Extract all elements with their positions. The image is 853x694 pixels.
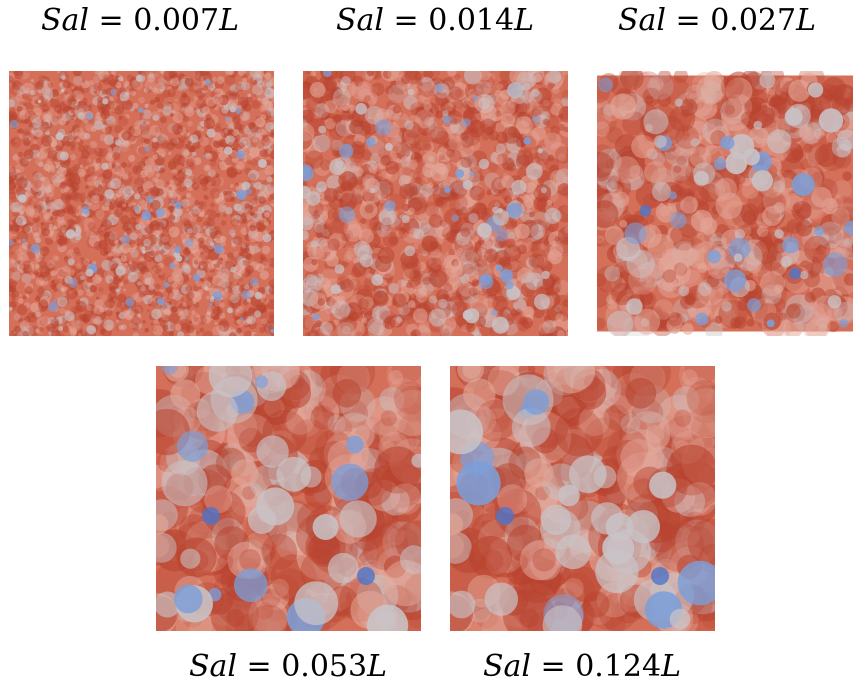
label-variable: Sal xyxy=(335,3,384,38)
field-image-5 xyxy=(450,366,715,631)
label-unit: L xyxy=(219,3,240,38)
field-image-4 xyxy=(156,366,421,631)
label-variable: Sal xyxy=(188,649,237,684)
panel-label-1: Sal = 0.007L xyxy=(0,6,290,36)
field-panel-5 xyxy=(450,366,715,631)
label-value: 0.007 xyxy=(133,3,220,38)
label-unit: L xyxy=(514,3,535,38)
field-image-1 xyxy=(9,71,274,336)
label-equals: = xyxy=(89,3,134,38)
label-value: 0.053 xyxy=(281,649,368,684)
label-unit: L xyxy=(661,649,682,684)
field-image-3 xyxy=(597,71,853,336)
panel-label-3: Sal = 0.027L xyxy=(567,6,853,36)
label-unit: L xyxy=(796,3,817,38)
field-panel-2 xyxy=(303,71,568,336)
field-panel-1 xyxy=(9,71,274,336)
label-value: 0.124 xyxy=(575,649,662,684)
panel-label-4: Sal = 0.053L xyxy=(138,652,438,682)
label-equals: = xyxy=(531,649,576,684)
label-variable: Sal xyxy=(482,649,531,684)
field-panel-4 xyxy=(156,366,421,631)
label-equals: = xyxy=(666,3,711,38)
field-image-2 xyxy=(303,71,568,336)
label-unit: L xyxy=(367,649,388,684)
label-variable: Sal xyxy=(40,3,89,38)
label-equals: = xyxy=(384,3,429,38)
label-value: 0.014 xyxy=(428,3,515,38)
panel-label-2: Sal = 0.014L xyxy=(285,6,585,36)
label-value: 0.027 xyxy=(710,3,797,38)
field-panel-3 xyxy=(597,71,853,336)
label-equals: = xyxy=(237,649,282,684)
label-variable: Sal xyxy=(617,3,666,38)
panel-label-5: Sal = 0.124L xyxy=(432,652,732,682)
